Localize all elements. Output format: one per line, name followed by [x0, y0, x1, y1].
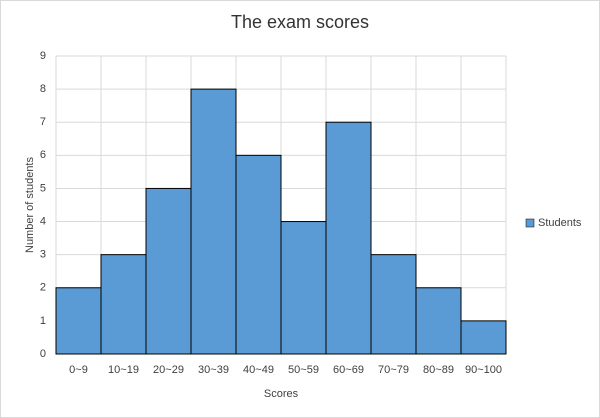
- y-tick-label: 3: [40, 249, 46, 261]
- y-tick-label: 8: [40, 83, 46, 95]
- bar: [235, 154, 282, 355]
- y-tick-label: 2: [40, 282, 46, 294]
- x-tick-label: 20~29: [153, 364, 184, 376]
- x-tick-label: 10~19: [108, 364, 139, 376]
- bar: [325, 121, 372, 355]
- x-tick-label: 0~9: [69, 364, 88, 376]
- y-tick-label: 6: [40, 149, 46, 161]
- bar: [280, 221, 327, 355]
- x-tick-label: 90~100: [465, 364, 502, 376]
- y-tick-label: 4: [40, 215, 46, 227]
- bar: [415, 287, 462, 355]
- x-tick-label: 70~79: [378, 364, 409, 376]
- y-tick-label: 0: [40, 348, 46, 360]
- bar: [100, 254, 147, 355]
- bar: [190, 88, 237, 355]
- chart-title: The exam scores: [231, 12, 369, 32]
- y-tick-label: 1: [40, 315, 46, 327]
- y-tick-label: 9: [40, 50, 46, 62]
- bar: [145, 187, 192, 355]
- bar: [370, 254, 417, 355]
- bar: [460, 320, 507, 355]
- y-tick-label: 5: [40, 182, 46, 194]
- x-axis-label: Scores: [264, 388, 299, 400]
- x-tick-label: 30~39: [198, 364, 229, 376]
- bar: [55, 287, 102, 355]
- x-tick-label: 40~49: [243, 364, 274, 376]
- y-tick-label: 7: [40, 116, 46, 128]
- legend-swatch: [525, 218, 535, 228]
- y-axis-label: Number of students: [24, 157, 36, 253]
- x-tick-label: 50~59: [288, 364, 319, 376]
- x-tick-label: 60~69: [333, 364, 364, 376]
- legend-label: Students: [538, 217, 582, 229]
- x-tick-label: 80~89: [423, 364, 454, 376]
